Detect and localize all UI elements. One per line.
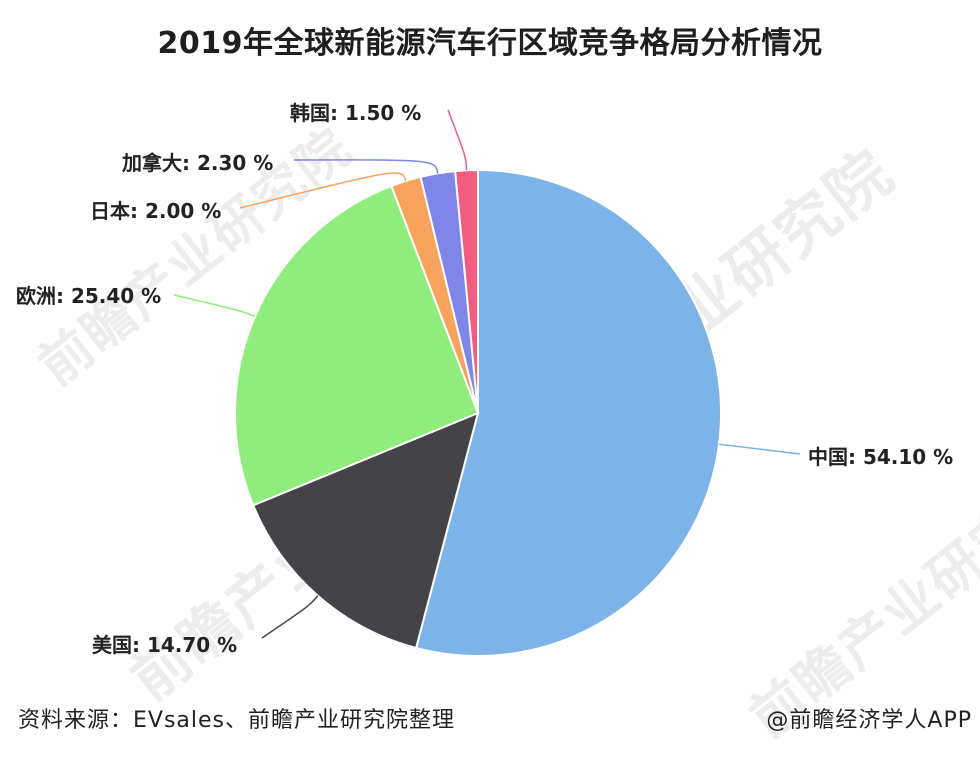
data-label-2: 欧洲: 25.40 % bbox=[16, 284, 161, 308]
data-label-0: 中国: 54.10 % bbox=[808, 445, 953, 469]
data-label-1: 美国: 14.70 % bbox=[92, 633, 237, 657]
leader-line-2 bbox=[173, 294, 256, 318]
pie-slice-1 bbox=[251, 411, 480, 650]
leader-line-3 bbox=[239, 172, 407, 209]
brand-credit: @前瞻经济学人APP bbox=[766, 708, 972, 733]
data-label-5: 韩国: 1.50 % bbox=[290, 101, 421, 125]
data-label-3: 日本: 2.00 % bbox=[90, 199, 221, 223]
leader-line-0 bbox=[718, 443, 801, 455]
chart-title: 2019年全球新能源汽车行区域竞争格局分析情况 bbox=[157, 26, 823, 61]
leader-line-1 bbox=[261, 595, 319, 639]
leader-line-4 bbox=[293, 159, 439, 174]
data-label-4: 加拿大: 2.30 % bbox=[121, 151, 273, 175]
source-note: 资料来源：EVsales、前瞻产业研究院整理 bbox=[18, 708, 456, 733]
leader-line-5 bbox=[447, 109, 468, 171]
